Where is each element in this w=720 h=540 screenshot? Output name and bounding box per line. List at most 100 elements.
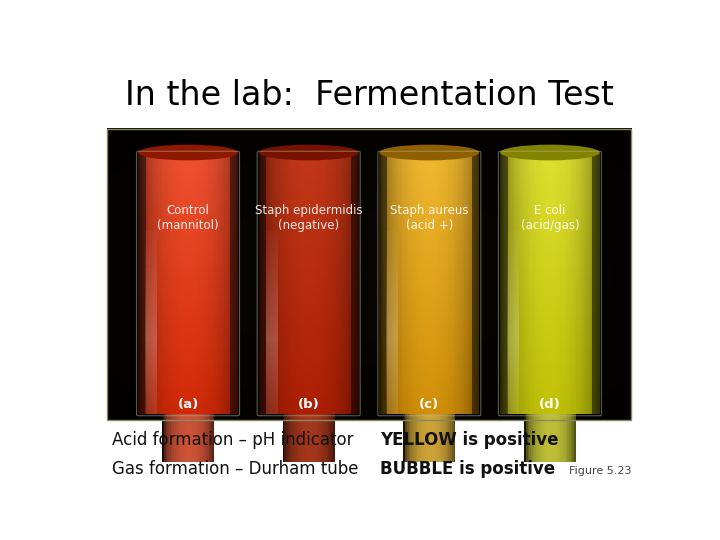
Bar <box>280 314 282 319</box>
Bar <box>140 205 142 210</box>
Bar <box>147 279 148 284</box>
Bar <box>301 375 302 380</box>
Bar <box>408 152 410 157</box>
Bar <box>520 214 521 218</box>
Bar <box>503 279 504 284</box>
Bar <box>575 296 576 301</box>
Bar <box>299 200 300 205</box>
Bar <box>503 367 504 371</box>
Bar <box>439 410 441 415</box>
Bar <box>441 393 442 397</box>
Bar <box>292 222 294 227</box>
Bar <box>569 397 570 401</box>
Bar <box>354 353 355 357</box>
Bar <box>320 192 321 196</box>
Bar <box>446 258 447 262</box>
Bar <box>205 357 207 362</box>
Bar <box>233 161 234 166</box>
Bar <box>285 196 287 200</box>
Bar <box>325 170 326 174</box>
Bar <box>403 375 405 380</box>
Bar <box>400 384 402 388</box>
Bar <box>233 375 234 380</box>
Bar <box>305 292 306 296</box>
Bar <box>215 248 217 253</box>
Bar <box>311 222 312 227</box>
Bar <box>314 406 315 410</box>
Bar <box>338 393 340 397</box>
Bar <box>157 179 158 183</box>
Bar <box>526 393 528 397</box>
Bar <box>219 231 220 235</box>
Bar <box>577 200 579 205</box>
Bar <box>306 279 307 284</box>
Bar <box>379 248 381 253</box>
Bar <box>525 288 526 292</box>
Bar <box>516 262 518 266</box>
Bar <box>511 262 513 266</box>
Bar <box>443 393 444 397</box>
Bar <box>340 200 341 205</box>
Bar <box>564 314 565 319</box>
Bar <box>472 266 473 271</box>
Bar <box>474 406 475 410</box>
Bar <box>315 301 316 305</box>
Bar <box>398 218 400 222</box>
Bar <box>200 296 202 301</box>
Bar <box>576 192 577 196</box>
Bar <box>203 397 204 401</box>
Bar <box>179 248 181 253</box>
Bar <box>528 196 530 200</box>
Bar <box>291 323 292 327</box>
Bar <box>171 210 172 214</box>
Bar <box>519 393 520 397</box>
Bar <box>396 271 397 275</box>
Bar <box>285 183 287 187</box>
Bar <box>398 410 400 415</box>
Bar <box>458 353 459 357</box>
Bar <box>556 192 557 196</box>
Bar <box>392 279 393 284</box>
Bar <box>300 174 301 179</box>
Bar <box>412 218 413 222</box>
Bar <box>431 218 432 222</box>
Bar <box>292 332 294 336</box>
Bar <box>295 319 296 323</box>
Bar <box>335 210 336 214</box>
Bar <box>465 152 467 157</box>
Bar <box>192 327 193 332</box>
Bar <box>386 271 387 275</box>
Bar <box>470 214 472 218</box>
Bar <box>469 393 470 397</box>
Bar <box>473 288 474 292</box>
Bar <box>275 314 276 319</box>
Bar <box>166 253 167 258</box>
Bar <box>535 305 536 310</box>
Bar <box>596 401 598 406</box>
Bar <box>415 362 417 367</box>
Bar <box>188 349 189 353</box>
Bar <box>280 397 282 401</box>
Bar <box>140 166 142 170</box>
Bar <box>319 371 320 375</box>
Bar <box>579 406 580 410</box>
Bar <box>284 353 285 357</box>
Bar <box>273 174 274 179</box>
Bar <box>145 170 147 174</box>
Bar <box>598 174 600 179</box>
Bar <box>539 380 540 384</box>
Bar <box>596 296 598 301</box>
Bar <box>519 410 520 415</box>
Bar <box>469 336 470 340</box>
Bar <box>285 384 287 388</box>
Bar <box>271 296 273 301</box>
Bar <box>351 235 352 240</box>
Bar <box>347 192 348 196</box>
Bar <box>264 384 265 388</box>
Bar <box>590 244 591 248</box>
Bar <box>590 161 591 166</box>
Bar <box>464 323 465 327</box>
Bar <box>321 388 323 393</box>
Bar <box>515 357 516 362</box>
Bar <box>381 222 382 227</box>
